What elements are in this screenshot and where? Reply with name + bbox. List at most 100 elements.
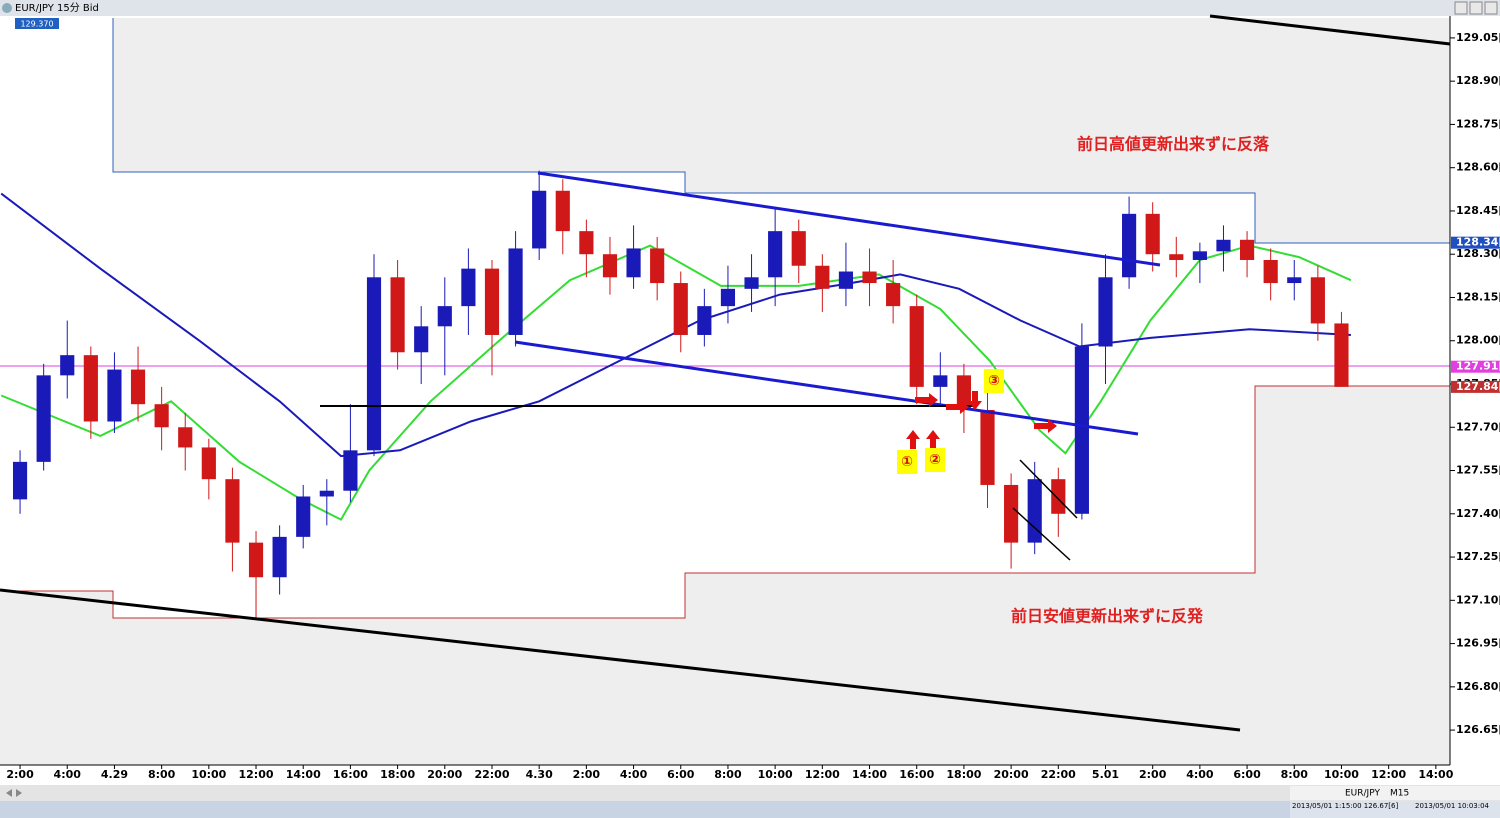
minimize-button[interactable] [1454, 1, 1468, 15]
candle-body [697, 306, 712, 335]
status-timeframe[interactable]: M15 [1390, 789, 1409, 799]
x-tick-label: 4.29 [101, 768, 128, 781]
candle-body [461, 268, 476, 307]
price-badge [15, 18, 59, 29]
maximize-button[interactable] [1469, 1, 1483, 15]
x-tick-label: 2:00 [6, 768, 34, 781]
x-tick-label: 16:00 [333, 768, 368, 781]
arrow-right [1034, 419, 1057, 433]
candle-body [1051, 479, 1066, 514]
y-tick-label: 126.65[0 [1456, 723, 1500, 736]
candle-body [626, 248, 641, 278]
candle-body [1239, 239, 1255, 260]
candle-body [437, 306, 452, 327]
channel-bottom [514, 340, 1139, 436]
y-tick-label: 127.70[0 [1456, 420, 1500, 433]
candle-body [508, 248, 523, 335]
candle-body [744, 277, 759, 289]
high-box [112, 18, 1450, 244]
candle-body [343, 450, 358, 491]
candle-body [1145, 213, 1160, 255]
marker-3: ③ [988, 373, 1000, 389]
annotation: 前日高値更新出来ずに反落 [1077, 135, 1270, 154]
x-tick-label: 6:00 [667, 768, 695, 781]
candle-body [838, 271, 854, 289]
level-label: 127.91[8 [1456, 360, 1500, 373]
candle-body [532, 190, 547, 249]
close-button[interactable] [1484, 1, 1498, 15]
candle-body [1098, 277, 1113, 347]
x-tick-label: 2:00 [573, 768, 601, 781]
x-tick-label: 12:00 [239, 768, 274, 781]
candle-body [815, 265, 830, 289]
marker-box [925, 448, 945, 472]
arrow-up [906, 430, 920, 449]
arrow-up [926, 430, 940, 449]
candle-body [154, 404, 169, 428]
candle-body [36, 375, 51, 462]
lower-shade [0, 386, 1450, 765]
level-tag [1451, 380, 1500, 393]
x-tick-label: 4.30 [526, 768, 553, 781]
x-tick-label: 18:00 [946, 768, 981, 781]
x-tick-label: 4:00 [1186, 768, 1214, 781]
x-tick-label: 16:00 [899, 768, 934, 781]
candle-body [791, 231, 806, 266]
y-tick-label: 128.30[0 [1456, 247, 1500, 260]
candle-body [886, 283, 901, 307]
price-badge-text: 129.370 [20, 20, 53, 29]
x-tick-label: 22:00 [474, 768, 509, 781]
level-label: 127.84[2 [1456, 380, 1500, 393]
status-bar-info: 2013/05/01 1:15:00 126.67[6] [1292, 802, 1398, 810]
candle-body [272, 536, 287, 578]
candle-body [1122, 213, 1137, 278]
tab-bar [0, 785, 1500, 801]
candle-body [12, 461, 28, 500]
candle-body [366, 277, 382, 451]
candle-body [201, 447, 216, 480]
marker-box [897, 450, 917, 474]
x-tick-label: 14:00 [286, 768, 321, 781]
candle-body [862, 271, 877, 284]
candle-body [720, 288, 736, 307]
candle-body [130, 369, 146, 405]
candle-body [1216, 239, 1231, 252]
candle-body [1192, 251, 1207, 260]
candle-body [248, 542, 264, 578]
y-tick-label: 128.75[0 [1456, 117, 1500, 130]
candle-body [673, 283, 688, 335]
y-tick-label: 127.25[0 [1456, 550, 1500, 563]
flag-bottom [1012, 507, 1071, 561]
candle-body [980, 409, 995, 485]
level-tag [1451, 360, 1500, 373]
window-title: EUR/JPY 15分 Bid [15, 2, 99, 14]
status-symbol[interactable]: EUR/JPY [1345, 789, 1380, 799]
upper-shade [113, 18, 1450, 243]
x-tick-label: 5.01 [1092, 768, 1119, 781]
x-tick-label: 2:00 [1139, 768, 1167, 781]
marker-box [984, 369, 1004, 393]
candle-body [60, 355, 75, 376]
app-icon [2, 3, 12, 13]
candle-body [1027, 479, 1042, 543]
y-tick-label: 128.45[0 [1456, 204, 1500, 217]
candle-body [83, 355, 98, 422]
moving-average [0, 244, 1352, 521]
status-clock: 2013/05/01 10:03:04 [1415, 802, 1490, 810]
tab-scroll[interactable] [6, 789, 22, 797]
axes: 129.05[0 128.90[0 128.75[0 128.60[0 128.45[0… [6, 31, 1500, 781]
level-label: 128.34[2 [1456, 236, 1500, 249]
low-box [0, 385, 1450, 619]
annotation: 前日安値更新出来ずに反発 [1011, 607, 1204, 626]
y-tick-label: 129.05[0 [1456, 31, 1500, 44]
candle-body [768, 231, 783, 278]
x-tick-label: 20:00 [427, 768, 462, 781]
y-tick-label: 128.00[0 [1456, 334, 1500, 347]
arrow-right [946, 400, 969, 414]
candle-body [225, 479, 240, 543]
candle-body [602, 254, 618, 278]
long-trend-top [1209, 14, 1451, 46]
y-tick-label: 126.80[0 [1456, 680, 1500, 693]
